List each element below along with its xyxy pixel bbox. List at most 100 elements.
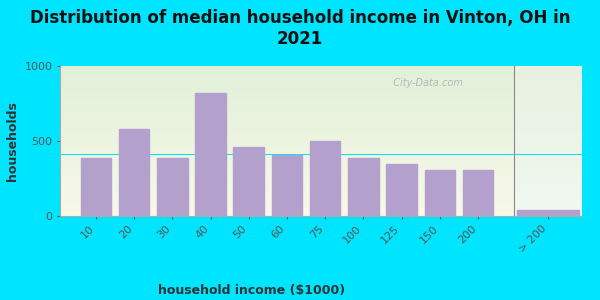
Bar xyxy=(60,132,514,133)
Bar xyxy=(514,95,582,96)
Bar xyxy=(60,67,514,68)
Bar xyxy=(60,108,514,109)
Bar xyxy=(60,83,514,84)
Bar xyxy=(514,153,582,154)
Bar xyxy=(514,141,582,142)
Bar xyxy=(60,79,514,80)
Bar xyxy=(514,133,582,134)
Bar xyxy=(60,128,514,129)
Bar xyxy=(60,194,514,195)
Bar xyxy=(514,101,582,102)
Bar xyxy=(514,66,582,67)
Bar xyxy=(514,87,582,88)
Bar xyxy=(60,151,514,152)
Bar xyxy=(60,156,514,157)
Bar xyxy=(60,123,514,124)
Bar xyxy=(514,82,582,83)
Bar xyxy=(514,156,582,157)
Bar xyxy=(514,104,582,105)
Bar xyxy=(60,176,514,177)
Bar xyxy=(80,158,111,216)
Bar xyxy=(514,162,582,163)
Bar xyxy=(514,124,582,125)
Bar xyxy=(195,93,226,216)
Bar xyxy=(514,150,582,151)
Bar xyxy=(514,208,582,209)
Bar xyxy=(60,102,514,103)
Bar xyxy=(514,160,582,161)
Bar xyxy=(60,170,514,171)
Bar xyxy=(60,208,514,209)
Bar xyxy=(514,100,582,101)
Bar xyxy=(60,202,514,203)
Bar xyxy=(60,127,514,128)
Text: Distribution of median household income in Vinton, OH in
2021: Distribution of median household income … xyxy=(30,9,570,48)
Bar xyxy=(514,83,582,84)
Bar xyxy=(514,102,582,103)
Bar xyxy=(60,82,514,83)
Bar xyxy=(60,99,514,100)
Bar xyxy=(60,136,514,137)
Bar xyxy=(60,140,514,141)
Bar xyxy=(60,185,514,186)
Bar xyxy=(60,201,514,202)
Bar xyxy=(60,202,514,203)
Bar xyxy=(514,212,582,213)
Bar xyxy=(60,66,514,67)
Bar xyxy=(60,159,514,160)
Bar xyxy=(514,202,582,203)
Bar xyxy=(60,195,514,196)
Bar xyxy=(60,96,514,97)
Bar xyxy=(60,198,514,199)
Bar xyxy=(514,181,582,182)
Bar xyxy=(514,122,582,123)
Bar xyxy=(514,117,582,118)
Bar xyxy=(60,183,514,184)
Bar xyxy=(60,164,514,165)
Bar xyxy=(60,138,514,139)
Bar xyxy=(60,182,514,183)
Bar xyxy=(514,209,582,210)
Bar xyxy=(60,103,514,104)
Bar xyxy=(60,125,514,126)
Bar xyxy=(60,85,514,86)
Bar xyxy=(60,163,514,164)
Bar xyxy=(514,92,582,93)
Bar xyxy=(514,204,582,205)
Bar xyxy=(60,100,514,101)
Bar xyxy=(60,73,514,74)
Bar xyxy=(60,213,514,214)
Bar xyxy=(514,148,582,149)
Bar xyxy=(60,70,514,71)
Bar xyxy=(514,180,582,181)
Bar xyxy=(514,118,582,119)
Bar xyxy=(60,105,514,106)
Bar xyxy=(514,76,582,77)
Bar xyxy=(60,210,514,211)
Bar xyxy=(60,116,514,117)
Bar xyxy=(60,81,514,82)
Bar xyxy=(514,113,582,114)
Bar xyxy=(514,114,582,115)
Bar xyxy=(60,160,514,161)
Bar xyxy=(60,78,514,79)
Bar xyxy=(514,203,582,204)
Bar xyxy=(60,154,514,155)
Bar xyxy=(60,77,514,78)
Bar xyxy=(514,214,582,215)
Bar xyxy=(514,151,582,152)
Bar xyxy=(514,179,582,180)
Bar xyxy=(514,167,582,168)
Bar xyxy=(119,129,149,216)
Bar xyxy=(514,185,582,186)
Bar xyxy=(514,78,582,79)
Bar xyxy=(514,126,582,127)
Bar xyxy=(514,90,582,91)
Bar xyxy=(60,91,514,92)
Bar xyxy=(514,164,582,165)
Bar xyxy=(514,89,582,90)
Bar xyxy=(514,109,582,110)
Bar xyxy=(514,119,582,120)
Bar xyxy=(386,164,417,216)
Bar xyxy=(514,202,582,203)
